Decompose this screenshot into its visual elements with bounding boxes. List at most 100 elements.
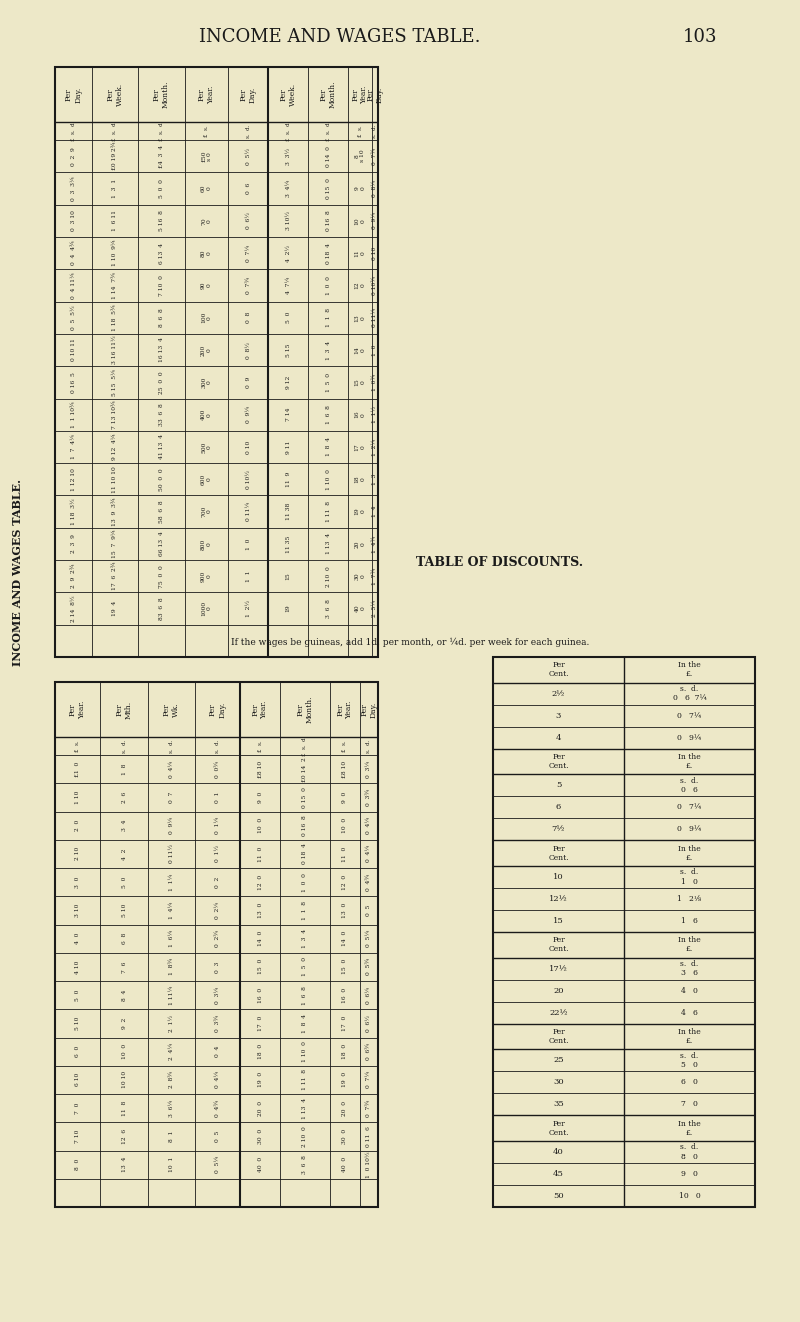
- Text: 3  6  8: 3 6 8: [326, 599, 330, 617]
- Text: 1  8¾: 1 8¾: [169, 958, 174, 976]
- Text: 0  8¼: 0 8¼: [373, 180, 378, 197]
- Text: 12  0: 12 0: [258, 875, 262, 890]
- Text: 33  6  8: 33 6 8: [159, 403, 164, 426]
- Text: 0  3  3¼: 0 3 3¼: [71, 176, 76, 201]
- Text: 0  3¾: 0 3¾: [215, 1015, 220, 1032]
- Text: 19
0: 19 0: [354, 508, 366, 516]
- Text: 11
0: 11 0: [354, 250, 366, 256]
- Text: 5  0: 5 0: [122, 876, 126, 888]
- Text: 0  6¾: 0 6¾: [366, 1043, 371, 1060]
- Text: £8 10: £8 10: [258, 760, 262, 777]
- Text: 11 35: 11 35: [286, 535, 290, 553]
- Text: 1 18  5¾: 1 18 5¾: [113, 304, 118, 330]
- Text: 1  2½: 1 2½: [246, 600, 250, 617]
- Text: 0  5¼: 0 5¼: [366, 931, 371, 947]
- Text: 8  1: 8 1: [169, 1130, 174, 1142]
- Text: Per
Cent.: Per Cent.: [548, 1029, 569, 1046]
- Text: 9 12: 9 12: [286, 375, 290, 389]
- Text: In the
£.: In the £.: [678, 754, 701, 771]
- Text: 2  9  2¾: 2 9 2¾: [71, 564, 76, 588]
- Text: £  s.  d.: £ s. d.: [113, 120, 118, 141]
- Text: 0   9¼: 0 9¼: [678, 825, 702, 833]
- Text: 4  0: 4 0: [75, 933, 80, 944]
- Text: 1 11¼: 1 11¼: [169, 985, 174, 1005]
- Text: 6   0: 6 0: [681, 1079, 698, 1087]
- Text: 0  1¼: 0 1¼: [215, 817, 220, 834]
- Bar: [55, 67, 378, 657]
- Text: 1  1 10¾: 1 1 10¾: [71, 402, 76, 428]
- Text: 20  0: 20 0: [258, 1101, 262, 1116]
- Text: 13  0: 13 0: [342, 903, 347, 917]
- Text: 0 16  8: 0 16 8: [302, 816, 307, 836]
- Text: 0  6½: 0 6½: [246, 213, 250, 229]
- Text: 1 12 10: 1 12 10: [71, 468, 76, 490]
- Text: 30  0: 30 0: [342, 1129, 347, 1144]
- Text: Per
Day.: Per Day.: [360, 702, 378, 718]
- Text: Per
Day.: Per Day.: [239, 86, 257, 103]
- Text: s.  d.: s. d.: [373, 124, 378, 137]
- Text: 13  4: 13 4: [122, 1157, 126, 1173]
- Bar: [55, 682, 378, 1207]
- Text: Per
Year.: Per Year.: [69, 701, 86, 719]
- Text: 0 18  4: 0 18 4: [302, 843, 307, 865]
- Text: £  s.  d.: £ s. d.: [159, 120, 164, 141]
- Text: In the
£.: In the £.: [678, 1029, 701, 1046]
- Text: 0 16  8: 0 16 8: [326, 210, 330, 231]
- Text: Per
Week.: Per Week.: [279, 83, 297, 106]
- Text: 16  0: 16 0: [258, 988, 262, 1002]
- Text: s.  d.
3   6: s. d. 3 6: [680, 960, 698, 977]
- Text: £50
s 0: £50 s 0: [201, 151, 212, 161]
- Text: 1 10  0: 1 10 0: [302, 1042, 307, 1062]
- Text: 9
0: 9 0: [354, 186, 366, 190]
- Text: 8  6  8: 8 6 8: [159, 308, 164, 327]
- Text: 0 11  6: 0 11 6: [366, 1126, 371, 1146]
- Text: 0  9¼: 0 9¼: [246, 406, 250, 423]
- Text: 10  0: 10 0: [342, 818, 347, 833]
- Text: 1  2¼: 1 2¼: [373, 439, 378, 456]
- Text: 35: 35: [553, 1100, 564, 1108]
- Text: 6  0: 6 0: [75, 1046, 80, 1058]
- Text: 40
0: 40 0: [354, 604, 366, 612]
- Text: 1 13  4: 1 13 4: [302, 1097, 307, 1118]
- Text: Per
Cent.: Per Cent.: [548, 845, 569, 862]
- Text: 3  6  8: 3 6 8: [302, 1155, 307, 1174]
- Text: 0 15  0: 0 15 0: [326, 178, 330, 198]
- Text: 2  0: 2 0: [75, 820, 80, 832]
- Text: 3  3½: 3 3½: [286, 148, 290, 165]
- Text: 90
0: 90 0: [201, 282, 212, 290]
- Text: 0  4¼: 0 4¼: [366, 817, 371, 834]
- Text: 25  0  0: 25 0 0: [159, 371, 164, 394]
- Text: 0  4¼: 0 4¼: [215, 1071, 220, 1088]
- Text: 2 10: 2 10: [75, 847, 80, 861]
- Text: 1  5  0: 1 5 0: [302, 957, 307, 977]
- Text: 1  8: 1 8: [122, 763, 126, 775]
- Text: 10 10: 10 10: [122, 1071, 126, 1088]
- Text: 0  8½: 0 8½: [246, 341, 250, 358]
- Text: 0  4  4¾: 0 4 4¾: [71, 241, 76, 266]
- Text: £  s.  d.: £ s. d.: [326, 120, 330, 141]
- Text: INCOME AND WAGES TABLE.: INCOME AND WAGES TABLE.: [13, 479, 23, 665]
- Text: Per
Wk.: Per Wk.: [163, 702, 180, 717]
- Text: 3: 3: [556, 711, 561, 719]
- Text: 1  5  0: 1 5 0: [326, 373, 330, 391]
- Text: 1  1  8: 1 1 8: [326, 308, 330, 328]
- Text: 12  0: 12 0: [342, 875, 347, 890]
- Text: 0 14  0: 0 14 0: [326, 145, 330, 167]
- Text: 1  0: 1 0: [373, 344, 378, 356]
- Text: 0  5¼: 0 5¼: [215, 1155, 220, 1173]
- Text: 0  2¼: 0 2¼: [215, 902, 220, 919]
- Text: Per
Cent.: Per Cent.: [548, 754, 569, 771]
- Text: 0  7¼: 0 7¼: [246, 245, 250, 262]
- Text: s.  d.: s. d.: [215, 739, 220, 752]
- Text: 1 14  7¾: 1 14 7¾: [113, 272, 118, 299]
- Text: 12½: 12½: [549, 895, 568, 903]
- Text: 7 14: 7 14: [286, 408, 290, 422]
- Text: In the
£.: In the £.: [678, 936, 701, 953]
- Text: If the wages be guineas, add 1d. per month, or ¼d. per week for each guinea.: If the wages be guineas, add 1d. per mon…: [231, 637, 589, 646]
- Text: 0  2  9: 0 2 9: [71, 147, 76, 165]
- Text: 1 18  3½: 1 18 3½: [71, 498, 76, 525]
- Text: 4  2: 4 2: [122, 849, 126, 859]
- Text: 16
0: 16 0: [354, 411, 366, 419]
- Text: 9   0: 9 0: [681, 1170, 698, 1178]
- Text: 5 15: 5 15: [286, 344, 290, 357]
